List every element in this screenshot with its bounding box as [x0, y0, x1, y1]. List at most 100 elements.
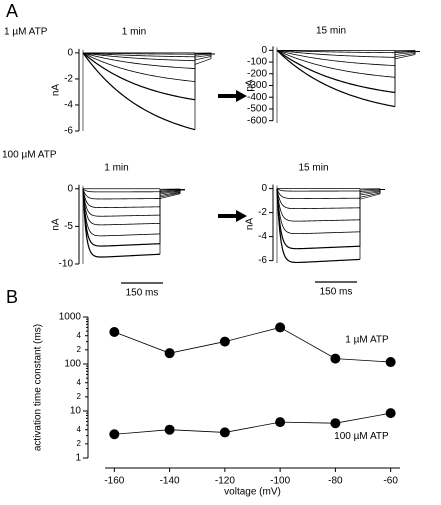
y-tick-label: 10	[70, 406, 82, 417]
tail-current	[159, 188, 185, 192]
current-trace	[82, 188, 161, 226]
y-tick-label: -6	[258, 255, 267, 266]
series-label: 100 µM ATP	[334, 431, 389, 442]
current-trace	[276, 188, 361, 235]
current-trace	[82, 188, 161, 217]
panel-title: 1 min	[104, 163, 128, 174]
tail-current	[394, 50, 420, 66]
current-trace	[82, 52, 196, 62]
current-trace	[276, 49, 396, 94]
y-tick-label: 0	[67, 48, 73, 59]
tail-current	[394, 50, 420, 53]
current-trace	[82, 52, 196, 101]
arrow	[218, 90, 247, 222]
current-trace	[276, 188, 361, 222]
current-trace	[82, 188, 161, 247]
current-trace	[82, 188, 161, 200]
x-tick-label: -160	[104, 476, 124, 487]
data-point	[219, 336, 230, 347]
y-tick-label: -300	[247, 80, 267, 91]
row-label: 1 µM ATP	[4, 27, 48, 38]
scale-bar-label: 150 ms	[320, 287, 353, 298]
y-tick-label: 1	[75, 453, 81, 464]
current-trace	[82, 52, 196, 82]
y-tick-label: -4	[258, 231, 267, 242]
current-trace	[276, 49, 396, 54]
panel-title: 15 min	[316, 26, 346, 37]
y-axis-label: nA	[245, 218, 256, 231]
y-tick-label: 0	[261, 183, 267, 194]
y-tick-label: -400	[247, 92, 267, 103]
y-tick-label: -600	[247, 115, 267, 126]
current-trace	[82, 188, 161, 208]
current-trace	[276, 188, 361, 264]
current-trace	[82, 52, 196, 69]
y-tick-label: 2	[77, 392, 82, 401]
data-point	[219, 427, 230, 438]
y-tick-label: 0	[261, 45, 267, 56]
data-point	[164, 424, 175, 435]
panel-title: 1 min	[122, 27, 146, 38]
current-trace	[82, 52, 196, 58]
current-trace	[276, 49, 396, 66]
y-tick-label: 100	[64, 359, 81, 370]
y-tick-label: -100	[247, 57, 267, 68]
y-tick-label: 1000	[59, 312, 82, 323]
y-tick-label: -5	[64, 221, 73, 232]
x-tick-label: -80	[328, 476, 343, 487]
x-axis-label: voltage (mV)	[224, 487, 281, 498]
row-label: 100 µM ATP	[2, 150, 57, 161]
tail-current	[394, 50, 420, 107]
scale-bar-label: 150 ms	[126, 288, 159, 299]
y-tick-label: 4	[77, 331, 82, 340]
tail-current	[359, 189, 385, 260]
y-tick-label: -2	[64, 74, 73, 85]
x-tick-label: -60	[383, 476, 398, 487]
tail-current	[394, 50, 420, 78]
y-axis-label: nA	[51, 84, 62, 97]
x-tick-label: -120	[215, 476, 235, 487]
y-axis-label: nA	[51, 218, 62, 231]
y-tick-label: 2	[77, 439, 82, 448]
current-trace	[276, 49, 396, 58]
data-point	[109, 326, 120, 337]
current-trace	[276, 49, 396, 108]
data-point	[275, 322, 286, 333]
data-point	[385, 408, 396, 419]
y-tick-label: -2	[258, 207, 267, 218]
tail-current	[359, 189, 385, 208]
series-label: 1 µM ATP	[345, 335, 389, 346]
tail-current	[194, 53, 215, 130]
current-trace	[276, 188, 361, 192]
data-point	[330, 418, 341, 429]
y-tick-label: 0	[67, 183, 73, 194]
panel-title: 15 min	[298, 163, 328, 174]
y-tick-label: -500	[247, 104, 267, 115]
tail-current	[359, 188, 385, 191]
y-tick-label: 2	[77, 345, 82, 354]
data-point	[330, 353, 341, 364]
y-axis-label: pA	[245, 79, 256, 92]
x-tick-label: -100	[270, 476, 290, 487]
current-trace	[276, 188, 361, 250]
series-line	[114, 412, 391, 435]
y-axis-label: activation time constant (ms)	[33, 324, 44, 451]
y-tick-label: -200	[247, 68, 267, 79]
current-trace	[82, 188, 161, 193]
current-trace	[276, 188, 361, 200]
data-point	[164, 348, 175, 359]
y-tick-label: -4	[64, 100, 73, 111]
data-point	[109, 429, 120, 440]
panel-label: B	[6, 287, 18, 307]
y-tick-label: 4	[77, 378, 82, 387]
y-tick-label: -10	[59, 259, 74, 270]
x-tick-label: -140	[160, 476, 180, 487]
current-trace	[276, 188, 361, 210]
current-trace	[82, 188, 161, 237]
y-tick-label: 4	[77, 425, 82, 434]
series-line	[114, 326, 391, 363]
tail-current	[159, 189, 185, 255]
data-point	[385, 357, 396, 368]
data-point	[275, 417, 286, 428]
